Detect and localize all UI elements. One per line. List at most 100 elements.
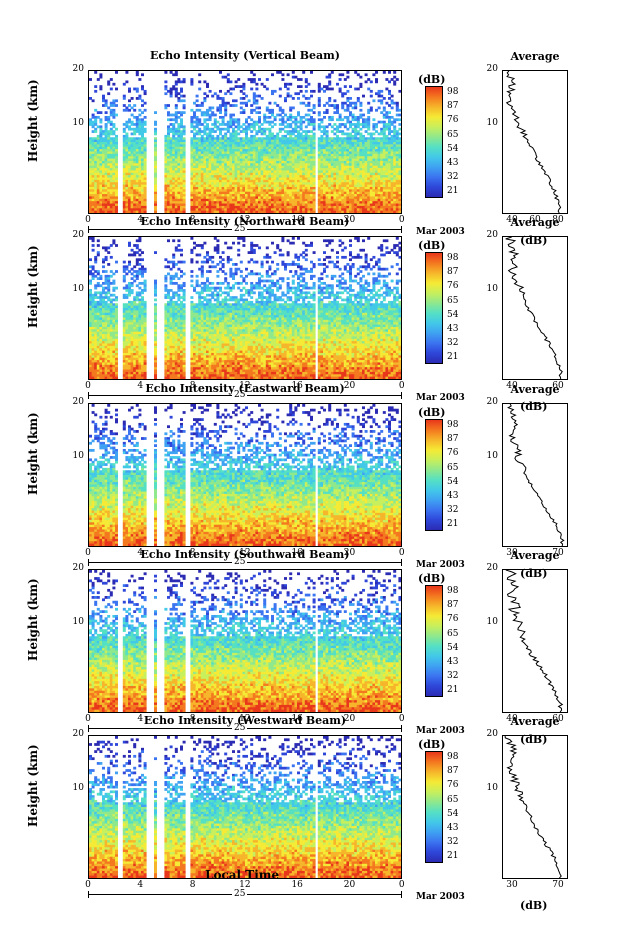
heatmap-cell [219,198,222,202]
heatmap-cell [211,163,215,167]
heatmap-cell [317,184,321,188]
heatmap-cell [208,115,212,119]
heatmap-cell [304,78,308,81]
heatmap-cell [369,182,373,185]
heatmap-cell [278,127,282,131]
heatmap-cell [102,367,105,370]
heatmap-cell [167,127,170,131]
heatmap-cell [89,153,92,157]
heatmap-cell [164,163,168,167]
heatmap-cell [369,94,373,98]
heatmap-cell [104,146,108,150]
heatmap-cell [190,115,194,119]
heatmap-cell [208,127,212,131]
heatmap-cell [372,137,376,141]
heatmap-cell [213,177,217,181]
heatmap-cell [330,153,334,157]
heatmap-cell [213,210,217,213]
heatmap-cell [89,291,92,295]
heatmap-cell [107,189,111,193]
heatmap-cell [99,310,103,314]
heatmap-cell [377,99,381,103]
heatmap-cell [164,203,168,207]
heatmap-cell [89,360,92,363]
heatmap-cell [164,165,168,169]
heatmap-cell [216,94,220,98]
heatmap-cell [99,369,103,373]
heatmap-cell [307,201,311,204]
heatmap-cell [224,208,228,212]
heatmap-cell [109,123,113,126]
heatmap-cell [268,115,272,119]
heatmap-cell [232,182,235,185]
heatmap-cell [356,99,360,103]
heatmap-cell [294,144,298,148]
heatmap-cell [143,92,147,96]
heatmap-cell [226,144,230,148]
heatmap-cell [291,149,295,152]
heatmap-cell [208,106,212,110]
heatmap-cell [213,203,217,207]
heatmap-cell [364,182,368,185]
heatmap-cell [224,123,228,126]
heatmap-cell [367,160,371,164]
heatmap-cell [304,144,308,148]
heatmap-cell [281,191,285,195]
heatmap-cell [177,203,181,207]
heatmap-cell [89,156,92,159]
heatmap-cell [216,139,220,143]
heatmap-cell [302,142,306,145]
heatmap-cell [310,165,313,169]
heatmap-cell [239,142,243,145]
heatmap-cell [252,205,256,209]
heatmap-cell [323,194,326,197]
heatmap-cell [91,310,95,314]
heatmap-cell [343,123,347,126]
heatmap-cell [96,334,100,337]
heatmap-cell [364,208,368,212]
heatmap-cell [128,120,131,124]
heatmap-cell [341,156,345,159]
heatmap-cell [268,144,272,148]
heatmap-cell [359,194,363,197]
heatmap-cell [112,151,116,155]
heatmap-cell [237,191,241,195]
heatmap-cell [221,123,225,126]
heatmap-cell [310,149,313,152]
heatmap-cell [232,172,235,176]
heatmap-cell [294,189,298,193]
heatmap-cell [388,186,391,190]
heatmap-cell [338,189,342,193]
heatmap-cell [89,179,92,183]
heatmap-cell [102,196,105,200]
heatmap-cell [107,326,111,330]
heatmap-cell [341,177,345,181]
heatmap-cell [294,196,298,200]
colorbar-tick-label: 32 [447,172,458,182]
heatmap-cell [333,149,337,152]
heatmap-cell [141,149,144,152]
heatmap-cell [174,149,178,152]
heatmap-cell [164,186,168,190]
heatmap-cell [174,106,178,110]
heatmap-cell [109,108,113,112]
heatmap-cell [304,184,308,188]
heatmap-cell [369,184,373,188]
heatmap-cell [135,97,139,100]
heatmap-cell [234,153,238,157]
heatmap-cell [213,158,217,162]
heatmap-cell [99,298,103,302]
heatmap-cell [364,120,368,124]
heatmap-cell [385,165,389,169]
heatmap-cell [388,189,391,193]
heatmap-cell [133,165,137,169]
heatmap-cell [343,92,347,96]
heatmap-cell [135,160,139,164]
heatmap-cell [312,165,316,169]
heatmap-cell [143,208,147,212]
heatmap-cell [169,127,173,131]
heatmap-cell [362,134,365,138]
heatmap-cell [341,104,345,107]
heatmap-cell [234,179,238,183]
heatmap-cell [130,144,134,148]
